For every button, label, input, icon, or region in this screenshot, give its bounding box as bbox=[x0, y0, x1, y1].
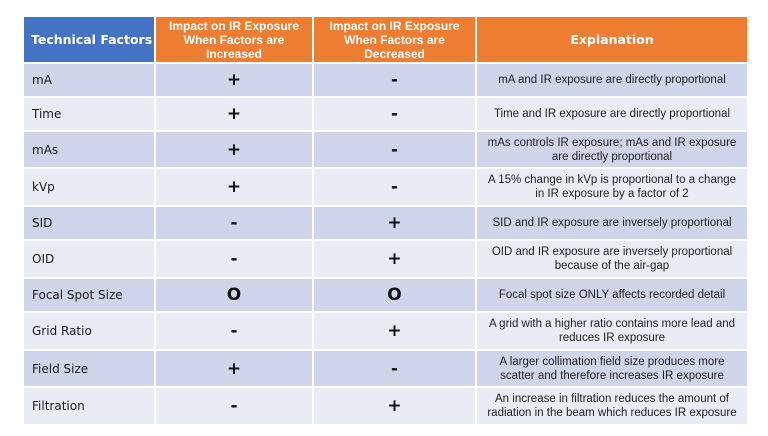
table-row: kVp + - A 15% change in kVp is proportional… bbox=[22, 167, 749, 207]
decreased-impact-cell: - bbox=[312, 167, 477, 207]
explanation-cell: Focal spot size ONLY affects recorded de… bbox=[475, 277, 749, 313]
header-technical-factors: Technical Factors bbox=[22, 15, 156, 64]
decreased-impact-cell: - bbox=[312, 62, 477, 98]
header-impact-decreased-line2: When Factors are Decreased bbox=[344, 32, 445, 61]
increased-impact-cell: + bbox=[154, 96, 314, 132]
decreased-impact-cell: + bbox=[312, 205, 477, 241]
explanation-cell: A larger collimation field size produces… bbox=[475, 349, 749, 388]
explanation-cell: A grid with a higher ratio contains more… bbox=[475, 311, 749, 351]
increased-impact-cell: - bbox=[154, 239, 314, 279]
table-row: mAs + - mAs controls IR exposure; mAs and I… bbox=[22, 130, 749, 169]
header-explanation: Explanation bbox=[475, 15, 749, 64]
increased-impact-cell: + bbox=[154, 167, 314, 207]
increased-impact-cell: + bbox=[154, 349, 314, 388]
decreased-impact-cell: + bbox=[312, 239, 477, 279]
table-row: Field Size + - A larger collimation field s… bbox=[22, 349, 749, 388]
factor-cell: Field Size bbox=[22, 349, 156, 388]
header-row: Technical Factors Impact on IR Exposure … bbox=[22, 15, 749, 64]
explanation-cell: A 15% change in kVp is proportional to a… bbox=[475, 167, 749, 207]
table-row: Focal Spot Size O O Focal spot size ONLY af… bbox=[22, 277, 749, 313]
factor-cell: Time bbox=[22, 96, 156, 132]
factor-cell: mAs bbox=[22, 130, 156, 169]
factor-cell: Grid Ratio bbox=[22, 311, 156, 351]
factor-cell: mA bbox=[22, 62, 156, 98]
factor-cell: SID bbox=[22, 205, 156, 241]
increased-impact-cell: - bbox=[154, 386, 314, 426]
explanation-cell: SID and IR exposure are inversely propor… bbox=[475, 205, 749, 241]
table-row: OID - + OID and IR exposure are inversely p… bbox=[22, 239, 749, 279]
table-row: Time + - Time and IR exposure are directly … bbox=[22, 96, 749, 132]
decreased-impact-cell: + bbox=[312, 311, 477, 351]
table-row: Grid Ratio - + A grid with a higher ratio c… bbox=[22, 311, 749, 351]
header-impact-increased-line1: Impact on IR Exposure bbox=[168, 18, 300, 33]
header-impact-increased-line2: When Factors are Increased bbox=[183, 32, 285, 61]
explanation-cell: mA and IR exposure are directly proporti… bbox=[475, 62, 749, 98]
header-impact-decreased-line1: Impact on IR Exposure bbox=[329, 18, 460, 33]
header-impact-decreased: Impact on IR Exposure When Factors are D… bbox=[312, 15, 477, 64]
table-row: Filtration - + An increase in filtration re… bbox=[22, 386, 749, 426]
explanation-cell: mAs controls IR exposure; mAs and IR exp… bbox=[475, 130, 749, 169]
explanation-cell: OID and IR exposure are inversely propor… bbox=[475, 239, 749, 279]
explanation-cell: An increase in filtration reduces the am… bbox=[475, 386, 749, 426]
increased-impact-cell: + bbox=[154, 62, 314, 98]
table-row: mA + - mA and IR exposure are directly prop… bbox=[22, 62, 749, 98]
decreased-impact-cell: + bbox=[312, 386, 477, 426]
increased-impact-cell: O bbox=[154, 277, 314, 313]
increased-impact-cell: - bbox=[154, 205, 314, 241]
decreased-impact-cell: O bbox=[312, 277, 477, 313]
factor-cell: Focal Spot Size bbox=[22, 277, 156, 313]
technical-factors-table: Technical Factors Impact on IR Exposure … bbox=[22, 15, 749, 426]
factor-cell: Filtration bbox=[22, 386, 156, 426]
decreased-impact-cell: - bbox=[312, 349, 477, 388]
factor-cell: OID bbox=[22, 239, 156, 279]
increased-impact-cell: + bbox=[154, 130, 314, 169]
table-row: SID - + SID and IR exposure are inversely p… bbox=[22, 205, 749, 241]
decreased-impact-cell: - bbox=[312, 130, 477, 169]
factor-cell: kVp bbox=[22, 167, 156, 207]
decreased-impact-cell: - bbox=[312, 96, 477, 132]
header-impact-increased: Impact on IR Exposure When Factors are I… bbox=[154, 15, 314, 64]
explanation-cell: Time and IR exposure are directly propor… bbox=[475, 96, 749, 132]
increased-impact-cell: - bbox=[154, 311, 314, 351]
